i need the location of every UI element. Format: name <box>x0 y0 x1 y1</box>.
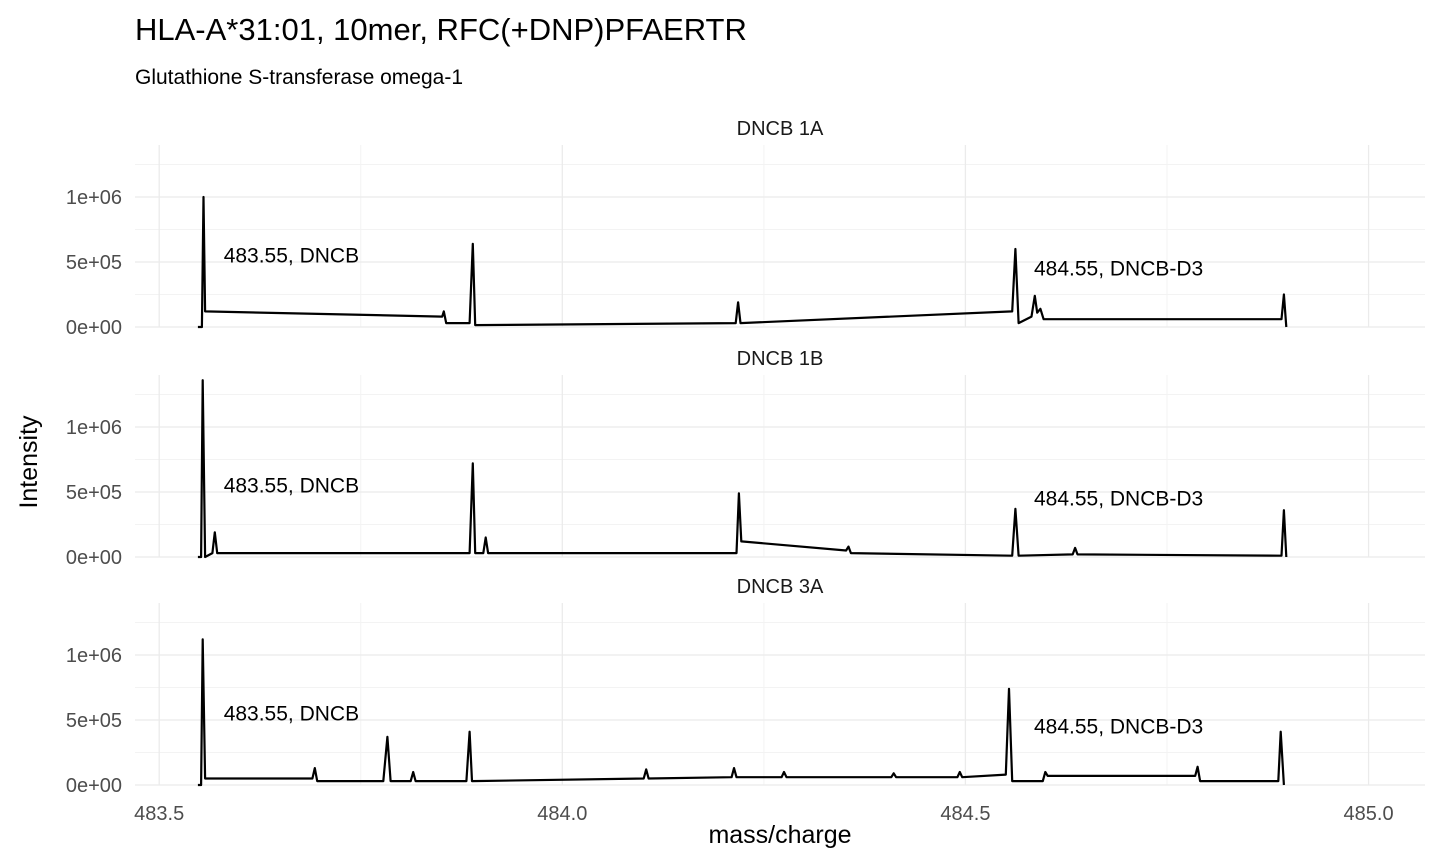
chart-subtitle: Glutathione S-transferase omega-1 <box>135 66 463 89</box>
y-tick-label: 1e+06 <box>66 187 122 209</box>
x-tick-label: 484.0 <box>537 803 587 825</box>
peak-annotation: 484.55, DNCB-D3 <box>1034 488 1203 511</box>
x-axis-ticks: 483.5 484.0 484.5 485.0 <box>134 803 1393 825</box>
x-tick-label: 485.0 <box>1344 803 1394 825</box>
y-tick-label: 0e+00 <box>66 547 122 569</box>
y-tick-label: 5e+05 <box>66 482 122 504</box>
y-tick-label: 1e+06 <box>66 417 122 439</box>
peak-annotation: 483.55, DNCB <box>224 475 359 498</box>
y-tick-label: 1e+06 <box>66 645 122 667</box>
y-tick-label: 0e+00 <box>66 317 122 339</box>
y-tick-label: 5e+05 <box>66 710 122 732</box>
panel-3: DNCB 3A 0e+00 5e+05 1e+06 483.55, DNCB 484.55… <box>66 576 1425 797</box>
x-tick-label: 483.5 <box>134 803 184 825</box>
panels: DNCB 1A 0e+00 5e+05 1e+06 483.55, DNCB 484.55… <box>66 118 1425 797</box>
peak-annotation: 484.55, DNCB-D3 <box>1034 258 1203 281</box>
peak-annotation: 483.55, DNCB <box>224 703 359 726</box>
peak-annotation: 483.55, DNCB <box>224 245 359 268</box>
panel-strip-label: DNCB 3A <box>737 576 824 598</box>
x-axis-title: mass/charge <box>708 821 851 849</box>
panel-1: DNCB 1A 0e+00 5e+05 1e+06 483.55, DNCB 484.55… <box>66 118 1425 339</box>
y-axis-title: Intensity <box>15 415 43 509</box>
panel-strip-label: DNCB 1B <box>737 348 824 370</box>
spectrum-line <box>197 195 1288 329</box>
panel-strip-label: DNCB 1A <box>737 118 824 140</box>
chart-title: HLA-A*31:01, 10mer, RFC(+DNP)PFAERTR <box>135 12 747 47</box>
peak-annotation: 484.55, DNCB-D3 <box>1034 716 1203 739</box>
spectrum-line <box>197 638 1285 787</box>
x-tick-label: 484.5 <box>940 803 990 825</box>
panel-2: DNCB 1B 0e+00 5e+05 1e+06 483.55, DNCB 484.55… <box>66 348 1425 569</box>
y-tick-label: 0e+00 <box>66 775 122 797</box>
spectrum-line <box>197 379 1288 559</box>
y-tick-label: 5e+05 <box>66 252 122 274</box>
